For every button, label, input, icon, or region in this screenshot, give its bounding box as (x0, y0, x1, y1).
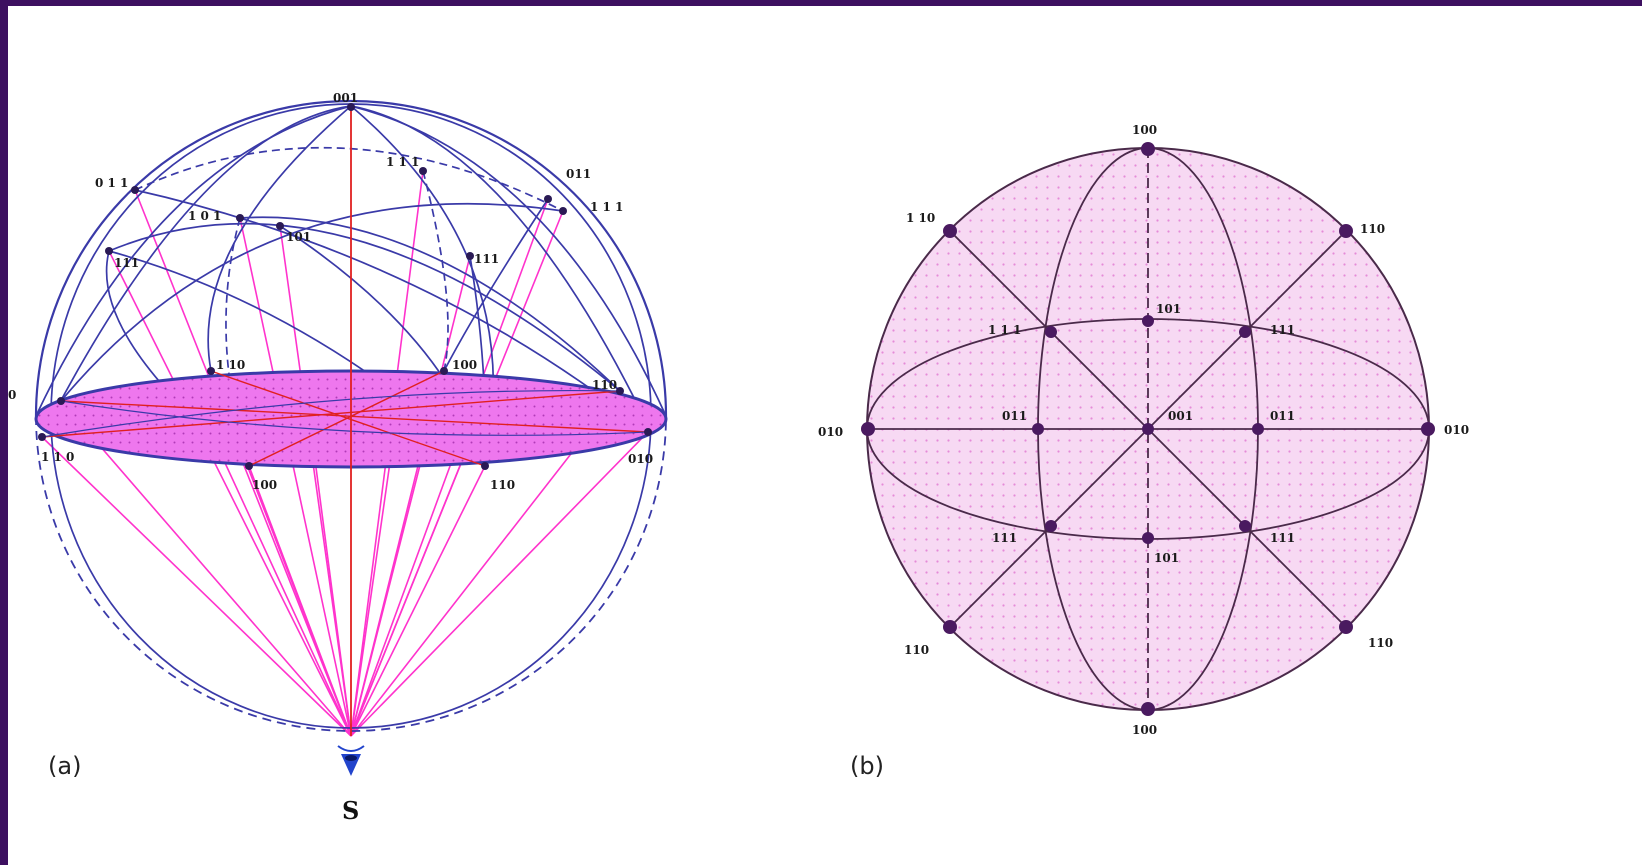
sphere-pole-label: 1 1 1 (590, 200, 623, 214)
figure-frame: 001 0 1 1 1 0 1 011 1 1 1 101 1 1 1 111 … (8, 6, 1642, 865)
panel-b-label: (b) (850, 752, 884, 780)
sphere-pole-label: 101 (286, 230, 311, 244)
sphere-pole-label: 001 (333, 91, 358, 105)
sphere-pole-label: 010 (628, 452, 653, 466)
stereogram-pole-label: 101 (1154, 551, 1179, 565)
panel-a-sphere: 001 0 1 1 1 0 1 011 1 1 1 101 1 1 1 111 … (8, 91, 666, 825)
stereogram-pole-label: 001 (1168, 409, 1193, 423)
sphere-pole-label: 011 (566, 167, 591, 181)
sphere-pole-label: 1 1 0 (41, 450, 74, 464)
stereogram-pole-label: 101 (1156, 302, 1181, 316)
stereogram-pole-label: 010 (818, 425, 843, 439)
stereogram-pole-label: 111 (1270, 531, 1295, 545)
stereogram-pole-label: 1 1 1 (988, 323, 1021, 337)
stereogram-pole-label: 110 (904, 643, 929, 657)
stereogram-pole-label: 100 (1132, 123, 1157, 137)
stereogram-pole-label: 010 (1444, 423, 1469, 437)
stereogram-pole-label: 1 10 (906, 211, 935, 225)
sphere-pole-label: 0 (8, 388, 16, 402)
stereogram-pole-label: 111 (1270, 323, 1295, 337)
stereogram-pole-label: 100 (1132, 723, 1157, 737)
projection-source-label: S (342, 796, 359, 825)
sphere-pole-label: 0 1 1 (95, 176, 128, 190)
stereogram-pole-label: 011 (1270, 409, 1295, 423)
sphere-pole-label: 110 (490, 478, 515, 492)
panel-b-stereogram: 100 1 10 110 1 1 1 101 111 010 011 001 0… (818, 123, 1469, 780)
stereogram-pole-label: 110 (1368, 636, 1393, 650)
sphere-pole-label: 110 (592, 378, 617, 392)
sphere-pole-label: 100 (252, 478, 277, 492)
sphere-pole-label: 1 10 (216, 358, 245, 372)
sphere-pole-label: 111 (474, 252, 499, 266)
stereogram-pole-label: 011 (1002, 409, 1027, 423)
stereographic-figure: 001 0 1 1 1 0 1 011 1 1 1 101 1 1 1 111 … (8, 6, 1642, 865)
sphere-pole-label: 100 (452, 358, 477, 372)
sphere-pole-label: 111 (114, 256, 139, 270)
stereogram-pole-label: 111 (992, 531, 1017, 545)
eye-icon (338, 746, 364, 776)
panel-a-label: (a) (48, 752, 81, 780)
stereogram-pole-label: 110 (1360, 222, 1385, 236)
sphere-pole-label: 1 0 1 (188, 209, 221, 223)
sphere-pole-label: 1 1 1 (386, 155, 419, 169)
